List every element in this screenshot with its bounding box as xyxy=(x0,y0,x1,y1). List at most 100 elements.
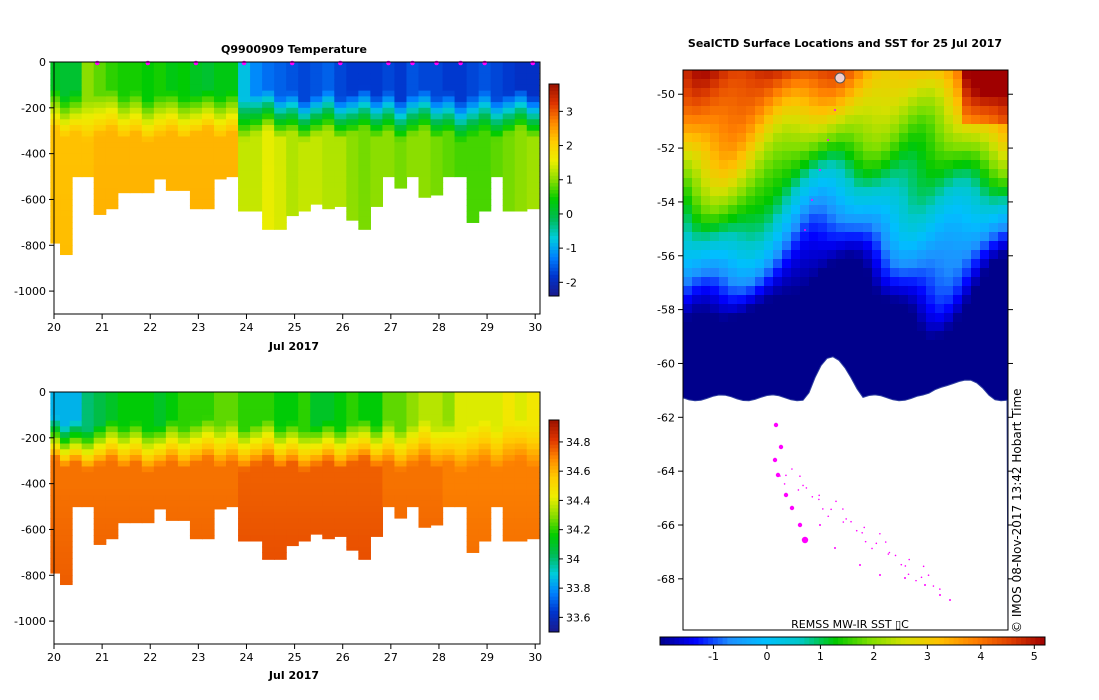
heatmap-cell xyxy=(298,500,311,508)
sst-cell xyxy=(755,151,765,161)
heatmap-cell xyxy=(430,495,444,502)
colorbar-segment xyxy=(549,108,559,113)
heatmap-cell xyxy=(322,449,335,456)
heatmap-cell xyxy=(238,170,251,178)
sst-cell xyxy=(890,142,900,152)
heatmap-cell xyxy=(60,414,73,422)
heatmap-cell xyxy=(262,176,275,183)
heatmap-cell xyxy=(262,153,275,160)
heatmap-cell xyxy=(60,136,73,143)
sst-cell xyxy=(692,70,702,80)
sst-cell xyxy=(863,151,873,161)
heatmap-cell xyxy=(370,159,384,166)
heatmap-cell xyxy=(310,512,323,519)
heatmap-cell xyxy=(201,90,215,97)
heatmap-cell xyxy=(346,500,359,508)
sst-cell xyxy=(854,151,864,161)
track-point xyxy=(827,139,829,141)
heatmap-cell xyxy=(370,119,384,126)
sst-cell xyxy=(746,259,756,269)
heatmap-cell xyxy=(50,79,64,86)
heatmap-cell xyxy=(189,455,203,462)
sst-cell xyxy=(917,214,927,224)
heatmap-cell xyxy=(238,535,251,542)
sst-cell xyxy=(899,295,909,305)
colorbar-segment xyxy=(549,448,559,453)
heatmap-cell xyxy=(394,392,408,399)
sst-cell xyxy=(971,169,981,179)
heatmap-cell xyxy=(201,199,215,206)
heatmap-cell xyxy=(514,512,528,519)
heatmap-cell xyxy=(153,397,167,405)
sst-cell xyxy=(854,241,864,251)
heatmap-cell xyxy=(165,125,179,132)
sst-cell xyxy=(800,88,810,98)
heatmap-cell xyxy=(238,125,251,132)
sst-cell xyxy=(755,79,765,89)
heatmap-cell xyxy=(213,113,227,120)
sst-cell xyxy=(800,340,810,350)
colorbar-segment xyxy=(549,536,559,541)
sst-cell xyxy=(692,79,702,89)
sst-cell xyxy=(872,349,882,359)
heatmap-cell xyxy=(60,569,73,576)
heatmap-cell xyxy=(177,62,191,69)
heatmap-cell xyxy=(382,477,396,485)
heatmap-cell xyxy=(81,449,95,456)
colorbar-segment xyxy=(722,637,728,645)
sst-cell xyxy=(953,187,963,197)
heatmap-cell xyxy=(81,426,95,433)
heatmap-cell xyxy=(238,472,251,479)
sst-cell xyxy=(719,304,729,314)
heatmap-cell xyxy=(430,518,444,525)
heatmap-cell xyxy=(60,153,73,160)
sst-cell xyxy=(818,340,828,350)
heatmap-cell xyxy=(274,107,287,115)
sst-cell xyxy=(692,133,702,143)
heatmap-cell xyxy=(69,483,83,490)
heatmap-cell xyxy=(334,107,347,115)
sst-cell xyxy=(926,88,936,98)
sst-cell xyxy=(719,88,729,98)
heatmap-cell xyxy=(177,495,191,502)
heatmap-cell xyxy=(50,460,64,468)
heatmap-cell xyxy=(514,432,528,439)
heatmap-cell xyxy=(430,426,444,433)
heatmap-cell xyxy=(358,102,371,109)
heatmap-cell xyxy=(165,403,179,410)
heatmap-cell xyxy=(298,188,311,195)
heatmap-cell xyxy=(262,165,275,172)
sst-cell xyxy=(908,142,918,152)
colorbar-segment xyxy=(549,593,559,598)
sst-cell xyxy=(980,331,990,341)
heatmap-cell xyxy=(238,392,251,399)
heatmap-cell xyxy=(165,455,179,462)
sst-cell xyxy=(746,313,756,323)
heatmap-cell xyxy=(238,176,251,183)
heatmap-cell xyxy=(93,500,107,508)
heatmap-cell xyxy=(394,460,408,468)
heatmap-cell xyxy=(466,397,480,405)
colorbar-segment xyxy=(549,253,559,258)
heatmap-cell xyxy=(418,432,432,439)
colorbar-segment xyxy=(549,543,559,548)
heatmap-cell xyxy=(370,466,384,473)
sst-cell xyxy=(701,97,711,107)
sst-cell xyxy=(818,214,828,224)
sst-cell xyxy=(971,331,981,341)
heatmap-cell xyxy=(189,414,203,422)
sst-cell xyxy=(953,331,963,341)
heatmap-cell xyxy=(262,73,275,80)
y-tick-label: -800 xyxy=(21,239,46,252)
heatmap-cell xyxy=(502,188,516,195)
colorbar-segment xyxy=(660,637,666,645)
heatmap-cell xyxy=(238,188,251,195)
heatmap-cell xyxy=(322,506,335,513)
heatmap-cell xyxy=(298,102,311,109)
sst-cell xyxy=(692,385,702,395)
colorbar-tick-label: 34.6 xyxy=(566,465,591,478)
sst-cell xyxy=(953,214,963,224)
sst-cell xyxy=(773,250,783,260)
heatmap-cell xyxy=(60,552,73,559)
heatmap-cell xyxy=(382,130,396,138)
